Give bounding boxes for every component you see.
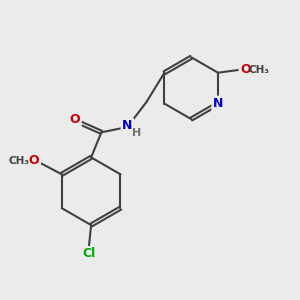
Text: CH₃: CH₃ xyxy=(249,65,270,75)
Text: N: N xyxy=(213,97,223,110)
Text: O: O xyxy=(70,113,80,127)
Text: O: O xyxy=(240,63,251,76)
Text: Cl: Cl xyxy=(82,248,95,260)
Text: O: O xyxy=(29,154,39,167)
Text: N: N xyxy=(122,119,133,132)
Text: H: H xyxy=(132,128,141,138)
Text: CH₃: CH₃ xyxy=(9,156,30,166)
